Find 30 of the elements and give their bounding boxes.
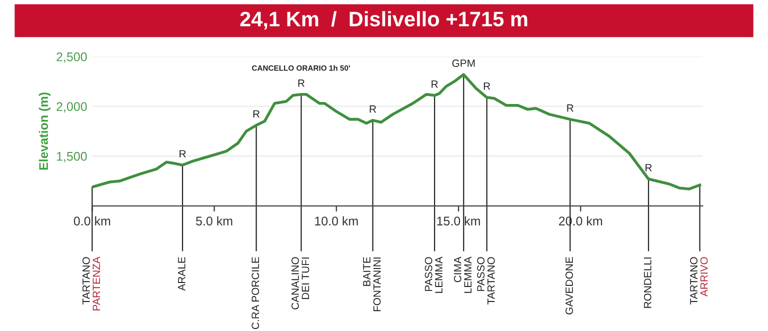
x-tick-label: 0.0 km <box>74 216 110 226</box>
line-series <box>92 73 702 190</box>
annotation: R <box>484 82 490 90</box>
x-tick-label: 5.0 km <box>196 216 232 226</box>
y-tick-label: 2,500 <box>56 52 87 63</box>
annotation: R <box>432 80 438 88</box>
annotation: R <box>253 110 260 118</box>
ref-line-label: ARALE <box>178 257 186 291</box>
annotation: R <box>646 164 652 172</box>
annotation: GPM <box>452 60 475 67</box>
chart-title: 24,1 Km / Dislivello +1715 m <box>240 11 528 30</box>
x-tick-label: 10.0 km <box>315 216 358 226</box>
annotation: R <box>180 150 186 158</box>
annotation: R <box>298 80 304 87</box>
annotation: R <box>567 104 574 112</box>
annotation: R <box>370 105 376 113</box>
ref-line-label: BAITE FONTANINI <box>363 257 381 312</box>
ref-line-label: RONDELLI <box>644 258 652 308</box>
ref-line-label: CIMA LEMMA <box>454 256 472 293</box>
y-tick-label: 2,000 <box>56 102 87 112</box>
y-axis-title: Elevation (m) <box>38 92 50 170</box>
ref-line-label: PASSO TARTANO <box>477 257 495 304</box>
ref-line-label: PASSO LEMMA <box>424 256 442 293</box>
ref-line-label: GAVEDONE <box>566 257 573 314</box>
ref-line-label: C.RA PORCILE <box>252 257 260 330</box>
x-tick-label: 15.0 km <box>437 216 480 226</box>
ref-line-label: TARTANO ARRIVO <box>690 257 708 304</box>
ref-line-label: CANALINO DEI TUFI <box>292 257 310 310</box>
y-tick-label: 1,500 <box>56 152 87 162</box>
ref-line-label: TARTANO PARTENZA <box>82 256 100 310</box>
